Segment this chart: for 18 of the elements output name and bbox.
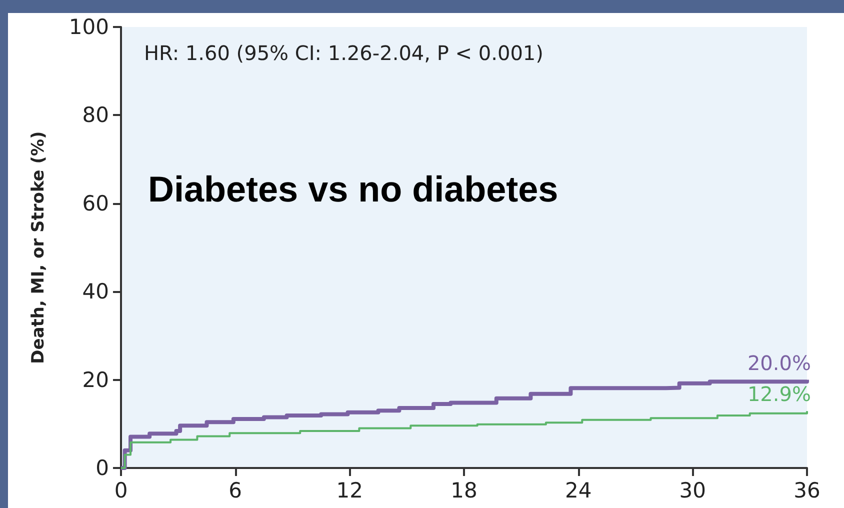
x-tick-label: 30	[679, 478, 706, 502]
y-tick-label: 20	[82, 368, 109, 392]
y-tick-label: 0	[96, 456, 109, 480]
x-tick-label: 12	[336, 478, 364, 502]
text: Diabetes vs no diabetes	[148, 168, 558, 210]
x-tick-label: 0	[114, 478, 128, 502]
y-tick-label: 80	[82, 103, 109, 128]
annotation: HR: 1.60 (95% CI: 1.26-2.04, P < 0.001)	[144, 41, 544, 65]
data-label: 12.9%	[747, 382, 811, 406]
y-tick-label: 100	[68, 15, 109, 39]
y-tick-label: 40	[82, 280, 109, 304]
x-tick-label: 18	[450, 478, 478, 502]
y-tick-label: 60	[82, 191, 109, 216]
data-label: 20.0%	[747, 350, 811, 375]
x-tick-label: 6	[228, 478, 242, 502]
x-tick-label: 36	[794, 478, 820, 502]
x-tick-label: 24	[564, 478, 592, 502]
y-axis-title: Death, MI, or Stroke (%)	[28, 131, 48, 364]
